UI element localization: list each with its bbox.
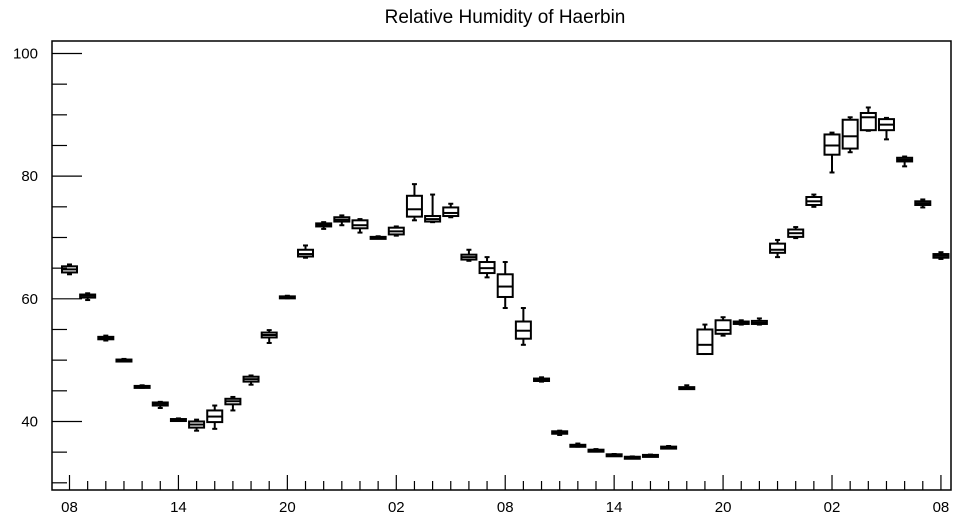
box-plot <box>297 244 315 259</box>
x-tick-label: 08 <box>61 499 78 516</box>
box-plot <box>514 307 532 346</box>
box-plot <box>660 445 678 450</box>
x-tick-label: 02 <box>824 499 841 516</box>
x-tick-label: 20 <box>279 499 296 516</box>
box-plot <box>805 193 823 208</box>
box-plot <box>641 453 659 458</box>
box-plot <box>206 404 224 430</box>
box-plot <box>169 417 187 423</box>
box-plot <box>115 357 133 363</box>
box-plot <box>750 317 768 326</box>
y-axis: 40 60 80 100 <box>13 46 82 484</box>
box-plot <box>405 183 423 222</box>
box-plot <box>351 218 369 234</box>
box-plot <box>478 256 496 279</box>
box-plot <box>769 238 787 259</box>
box-plot <box>188 418 206 432</box>
box-plot <box>896 155 914 168</box>
box-iqr <box>405 194 423 218</box>
box-plot <box>460 248 478 262</box>
box-plot <box>623 455 641 460</box>
box-plot <box>442 202 460 219</box>
box-plot <box>79 292 97 302</box>
box-plot <box>859 106 877 132</box>
y-tick-label: 100 <box>13 46 38 63</box>
box-plot <box>587 448 605 453</box>
box-plot <box>278 294 296 300</box>
box-iqr <box>841 118 859 150</box>
box-plot <box>732 319 750 326</box>
box-plot <box>841 116 859 154</box>
box-iqr <box>442 206 460 218</box>
box-plot <box>369 235 387 240</box>
box-plot <box>823 131 841 174</box>
box-plot <box>260 329 278 344</box>
box-plot <box>605 452 623 458</box>
box-iqr <box>769 242 787 254</box>
box-plot <box>424 193 442 224</box>
box-plot <box>61 263 78 276</box>
box-plot <box>496 261 514 310</box>
box-plot <box>533 376 551 383</box>
x-tick-label: 14 <box>170 499 187 516</box>
box-plot <box>224 395 242 412</box>
box-plot <box>387 225 405 237</box>
box-plot <box>914 198 932 209</box>
box-plot <box>569 442 587 448</box>
box-plot <box>551 429 569 436</box>
box-plot <box>333 214 351 227</box>
box-plot <box>242 374 260 386</box>
x-tick-label: 02 <box>388 499 405 516</box>
x-tick-label: 14 <box>606 499 623 516</box>
box-plot <box>932 251 950 260</box>
x-tick-label: 08 <box>497 499 514 516</box>
box-plot <box>133 384 151 389</box>
box-plot <box>696 323 714 356</box>
y-tick-label: 60 <box>21 291 38 308</box>
x-tick-label: 08 <box>933 499 950 516</box>
y-tick-label: 40 <box>21 413 38 430</box>
box-plot <box>97 334 115 342</box>
box-plot <box>151 400 169 409</box>
x-tick-label: 20 <box>715 499 732 516</box>
chart-title: Relative Humidity of Haerbin <box>385 7 626 28</box>
box-plot <box>315 221 333 230</box>
box-plot <box>877 116 895 141</box>
x-axis: 08 14 20 02 08 14 20 02 08 <box>61 475 949 516</box>
box-plot <box>787 226 805 240</box>
box-plot <box>714 316 732 337</box>
plot-frame <box>51 40 952 491</box>
box-series <box>61 106 950 460</box>
box-iqr <box>696 328 714 356</box>
y-tick-label: 80 <box>21 168 38 185</box>
box-plot <box>678 384 696 391</box>
box-iqr <box>714 319 732 335</box>
box-iqr <box>859 111 877 132</box>
